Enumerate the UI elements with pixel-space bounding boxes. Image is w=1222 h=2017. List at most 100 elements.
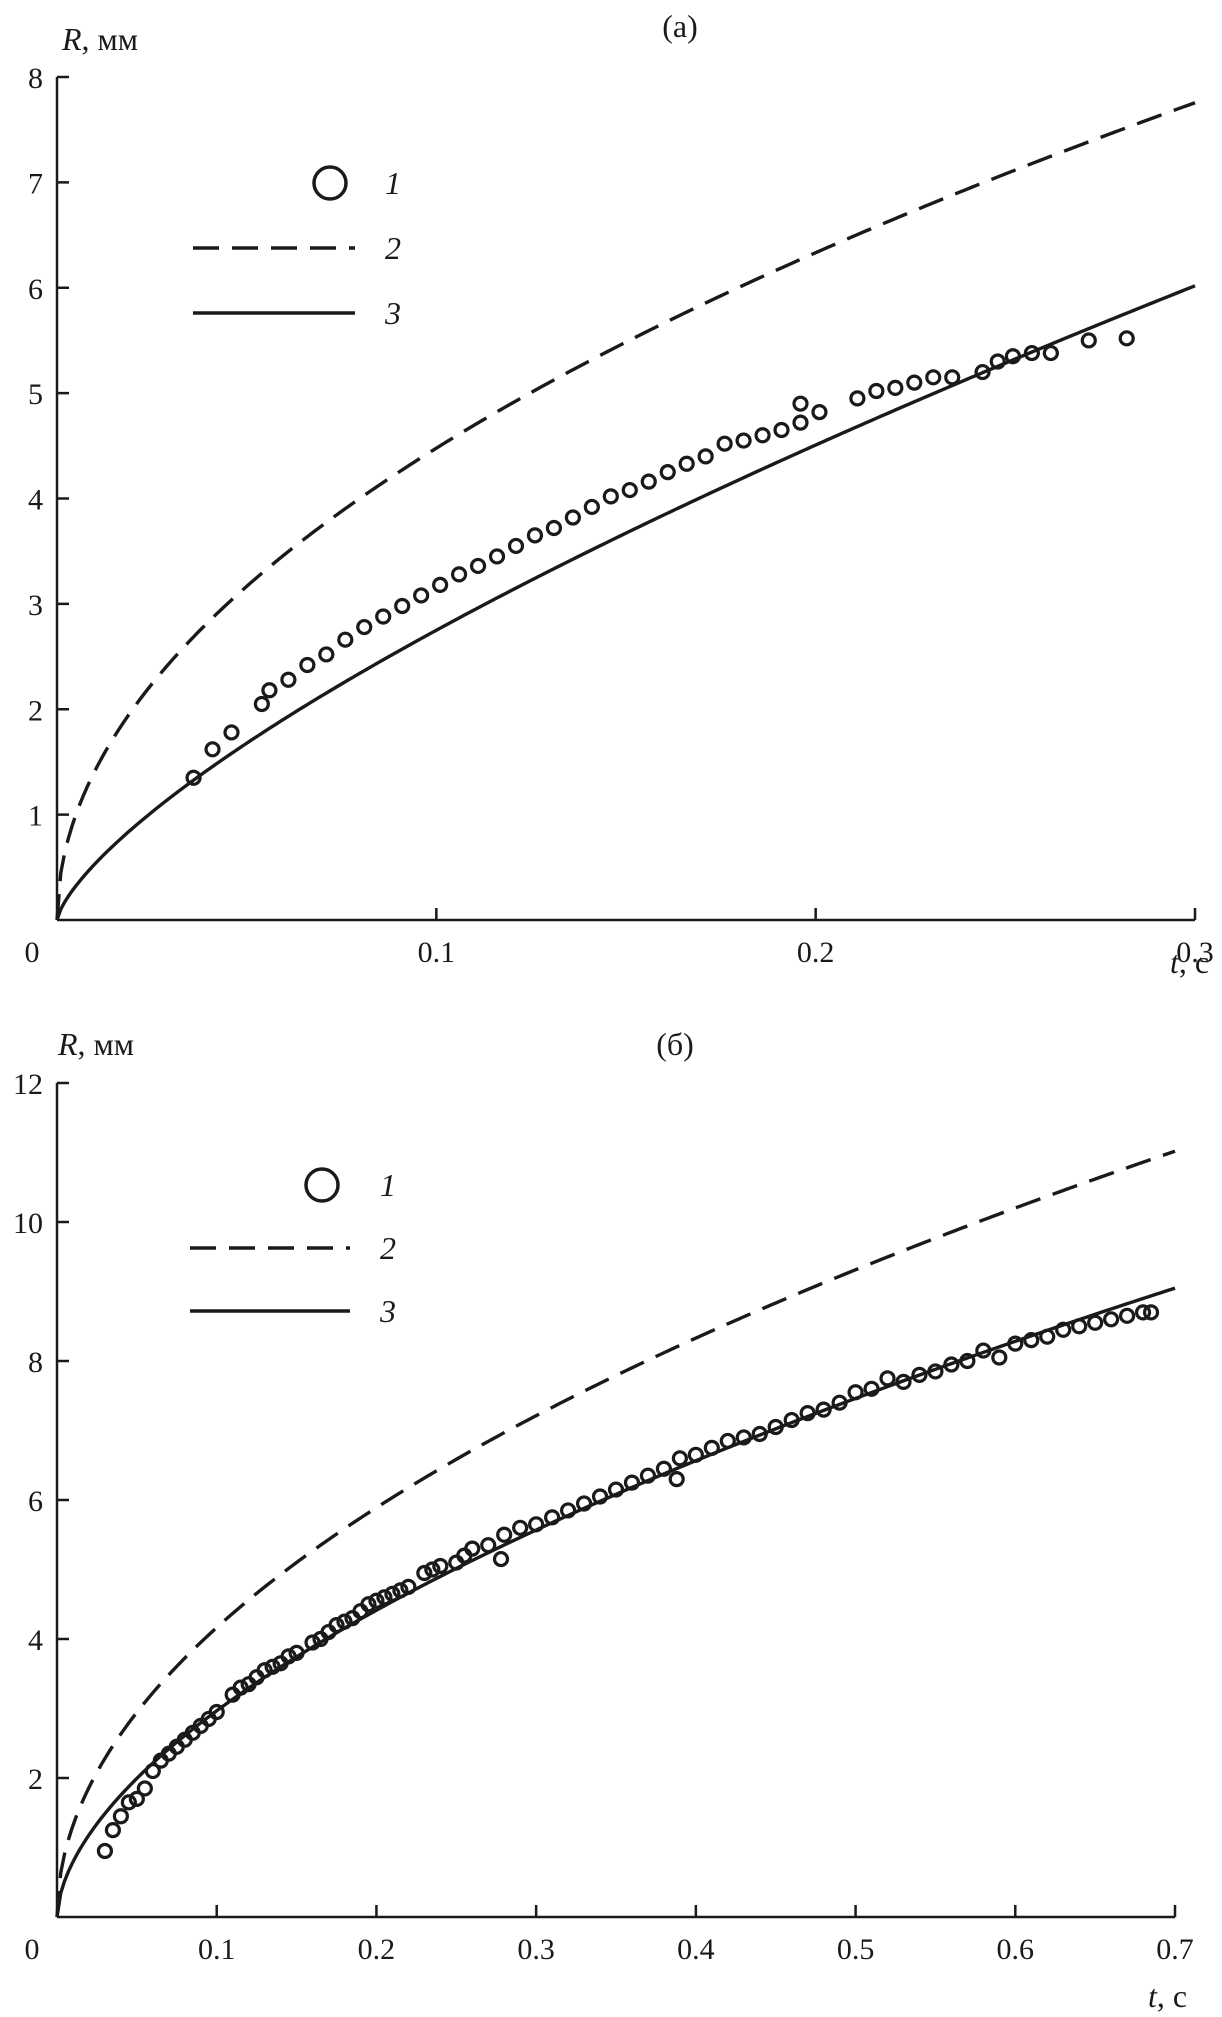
data-point [261, 682, 278, 699]
data-point [697, 448, 714, 465]
data-point [208, 1703, 225, 1721]
data-point [1118, 330, 1135, 347]
data-point [488, 548, 506, 565]
data-point [991, 1349, 1008, 1366]
data-point [136, 1780, 153, 1797]
data-point [564, 509, 581, 526]
legend-label: 1 [385, 165, 401, 201]
data-point [811, 403, 828, 421]
panel-label: (б) [656, 1026, 694, 1062]
y-tick-label: 1 [28, 800, 43, 833]
series-1-markers [185, 330, 1135, 786]
x-tick-label: 0.3 [517, 1933, 555, 1966]
y-axis-label: R, мм [61, 21, 138, 57]
data-point [185, 769, 202, 786]
x-tick-label: 0.1 [418, 936, 456, 969]
data-point [375, 608, 392, 625]
data-point [424, 1561, 441, 1578]
data-point [1087, 1314, 1104, 1331]
y-tick-label: 10 [13, 1207, 43, 1240]
data-point [356, 618, 373, 636]
data-point [621, 481, 638, 499]
data-point [492, 1550, 510, 1568]
y-tick-label: 2 [28, 1763, 43, 1796]
data-point [376, 1589, 393, 1606]
y-axis-label: R, мм [57, 1026, 134, 1062]
legend: 1 2 3 [190, 1167, 396, 1329]
data-point [678, 455, 695, 472]
y-tick-label: 5 [28, 378, 43, 411]
data-point [716, 435, 733, 452]
legend: 1 2 3 [193, 165, 401, 331]
data-point [413, 587, 430, 604]
data-point [735, 432, 752, 449]
data-point [671, 1450, 688, 1467]
data-point [368, 1592, 385, 1609]
x-tick-label: 0.5 [837, 1933, 875, 1966]
data-point [1118, 1307, 1136, 1324]
data-point [469, 557, 487, 575]
data-point [925, 369, 942, 386]
data-point [318, 646, 335, 663]
data-point [526, 527, 544, 544]
data-point [450, 566, 468, 583]
legend-label: 3 [379, 1293, 396, 1329]
data-point [906, 374, 923, 391]
data-point [204, 741, 221, 758]
data-point [583, 498, 600, 516]
x-axis-label: t, с [1170, 944, 1209, 980]
y-tick-label: 8 [28, 62, 43, 95]
data-point [1103, 1311, 1120, 1328]
x-tick-label: 0.2 [797, 936, 835, 969]
data-point [1134, 1304, 1152, 1321]
legend-marker-circle [312, 165, 348, 201]
x-tick-label: 0.2 [358, 1933, 396, 1966]
y-tick-label: 2 [28, 694, 43, 727]
legend-label: 3 [384, 295, 401, 331]
data-point [545, 519, 563, 537]
x-tick-label: 0.1 [198, 1933, 236, 1966]
legend-label: 2 [380, 1230, 396, 1266]
legend-label: 2 [385, 230, 401, 266]
data-point [416, 1564, 433, 1582]
data-point [974, 363, 991, 381]
data-point [432, 1557, 449, 1575]
data-point [223, 724, 240, 741]
x-tick-label: 0 [25, 936, 40, 969]
y-tick-label: 7 [28, 167, 43, 200]
panel-label: (а) [662, 8, 698, 44]
x-tick-label: 0.4 [677, 1933, 715, 1966]
data-point [792, 414, 809, 431]
data-point [668, 1471, 685, 1488]
x-tick-label: 0.6 [997, 1933, 1035, 1966]
x-tick-label: 0.3 [1176, 936, 1214, 969]
y-tick-label: 8 [28, 1346, 43, 1379]
data-point [280, 671, 297, 688]
x-tick-label: 0.7 [1156, 1933, 1194, 1966]
series-2-line [55, 1149, 1176, 1918]
data-point [879, 1370, 896, 1387]
data-point [112, 1808, 129, 1825]
data-point [507, 537, 525, 555]
data-point [1142, 1304, 1160, 1321]
data-point [394, 597, 411, 615]
data-point [849, 390, 866, 407]
legend-marker-circle [304, 1167, 340, 1203]
data-point [1042, 344, 1059, 362]
data-point [773, 421, 790, 439]
data-point [911, 1366, 928, 1384]
data-point [120, 1794, 137, 1811]
series-3-line [55, 1286, 1176, 1918]
data-point [464, 1540, 481, 1557]
chart-panel-a: 1 2 3 4 5 6 7 8 0 0.1 0.2 0.3 R, мм t, с (а) 1 2 3 [25, 8, 1214, 980]
data-point [253, 695, 270, 713]
series-1-markers [96, 1304, 1160, 1860]
y-tick-label: 4 [28, 1624, 43, 1657]
y-tick-label: 6 [28, 1485, 43, 1518]
y-tick-label: 3 [28, 589, 43, 622]
y-tick-label: 4 [28, 484, 43, 517]
data-point [128, 1790, 145, 1807]
data-point [792, 395, 809, 412]
